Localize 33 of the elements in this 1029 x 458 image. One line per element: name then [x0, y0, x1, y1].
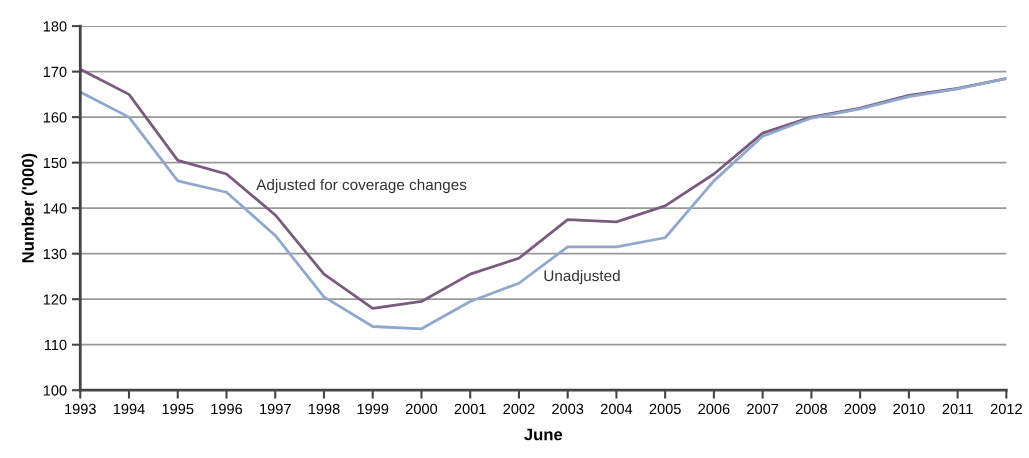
x-tick-label: 2000 [405, 403, 438, 415]
x-tick-label: 2003 [552, 403, 584, 415]
y-axis-title: Number ('000) [21, 153, 38, 263]
x-tick-label: 2001 [454, 403, 486, 415]
y-tick-label: 160 [43, 112, 67, 123]
x-tick-label: 2010 [893, 403, 925, 415]
y-tick-label: 120 [43, 294, 67, 305]
x-tick-label: 2005 [649, 403, 681, 415]
y-tick-label: 140 [43, 203, 67, 214]
x-tick-label: 1999 [357, 403, 389, 415]
y-tick-label: 110 [44, 339, 67, 351]
y-tick-label: 170 [43, 66, 67, 78]
x-tick-label: 2008 [795, 403, 827, 415]
y-tick-label: 130 [43, 248, 67, 260]
y-tick-label: 100 [43, 385, 67, 396]
x-tick-label: 2006 [698, 403, 730, 415]
x-tick-label: 1996 [211, 403, 243, 415]
x-tick-label: 1994 [113, 403, 145, 415]
x-tick-label: 1995 [162, 403, 194, 415]
x-tick-label: 2009 [844, 403, 876, 415]
x-tick-label: 1993 [65, 403, 96, 415]
x-axis-title: June [524, 428, 563, 441]
x-tick-label: 2002 [503, 403, 535, 415]
x-tick-label: 1998 [308, 403, 340, 415]
series-label: Unadjusted [544, 269, 620, 285]
y-tick-label: 150 [43, 157, 67, 169]
x-tick-label: 2011 [942, 403, 973, 415]
x-tick-label: 1997 [260, 403, 291, 415]
y-tick-label: 180 [43, 21, 67, 32]
x-tick-label: 2012 [990, 403, 1022, 415]
x-tick-label: 2004 [600, 403, 633, 415]
x-tick-label: 2007 [747, 403, 779, 415]
series-label: Adjusted for coverage changes [256, 178, 467, 194]
